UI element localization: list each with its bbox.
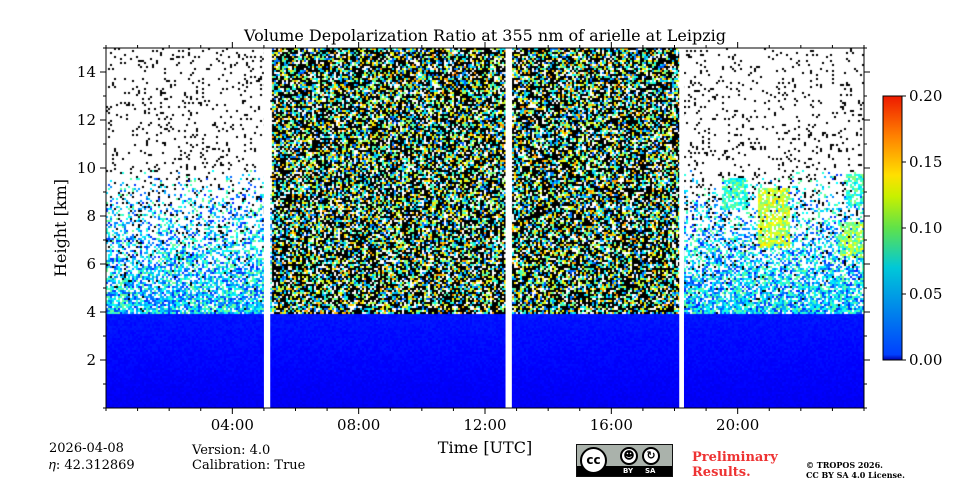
y-tick-label: 14 xyxy=(77,63,96,81)
share-alike-icon: ↻ xyxy=(642,447,660,465)
y-tick-label: 10 xyxy=(77,159,96,177)
plot-area xyxy=(106,48,864,408)
colorbar-tick-label: 0.00 xyxy=(909,351,942,369)
calibration-label: Calibration: True xyxy=(192,458,306,473)
preliminary-line1: Preliminary xyxy=(692,450,778,465)
eta-label: 𝜂: 42.312869 xyxy=(49,458,135,473)
date-label: 2026-04-08 xyxy=(49,441,124,456)
x-tick-label: 08:00 xyxy=(337,416,380,434)
colorbar-tick-label: 0.20 xyxy=(909,87,942,105)
colorbar-tick-label: 0.05 xyxy=(909,285,942,303)
y-tick-label: 8 xyxy=(86,207,96,225)
version-label: Version: 4.0 xyxy=(192,443,271,458)
copyright-line1: © TROPOS 2026. xyxy=(806,460,883,470)
preliminary-line2: Results. xyxy=(692,465,751,480)
colorbar xyxy=(882,95,903,361)
colorbar-tick-label: 0.15 xyxy=(909,153,942,171)
cc-icon: cc xyxy=(580,447,607,474)
x-axis-label: Time [UTC] xyxy=(438,438,532,457)
copyright-line2: CC BY SA 4.0 License. xyxy=(806,470,905,480)
y-tick-label: 12 xyxy=(77,111,96,129)
sa-label: SA xyxy=(645,467,656,475)
colorbar-tick-label: 0.10 xyxy=(909,219,942,237)
x-tick-label: 12:00 xyxy=(463,416,506,434)
data-gap xyxy=(505,48,512,408)
data-gaps xyxy=(263,48,684,408)
cc-badge-bar xyxy=(577,466,672,476)
y-tick-label: 6 xyxy=(86,255,96,273)
by-label: BY xyxy=(623,467,634,475)
y-tick-label: 4 xyxy=(86,303,96,321)
x-tick-label: 16:00 xyxy=(590,416,633,434)
data-gap xyxy=(679,48,684,408)
by-person-icon: ☻ xyxy=(620,447,638,465)
x-axis-ticks: 04:00 08:00 12:00 16:00 20:00 xyxy=(105,42,865,434)
y-axis-label: Height [km] xyxy=(51,179,70,277)
x-tick-label: 04:00 xyxy=(211,416,254,434)
cc-by-sa-badge: cc ☻ ↻ BY SA xyxy=(576,444,673,477)
data-gap xyxy=(263,48,271,408)
x-tick-label: 20:00 xyxy=(716,416,759,434)
colorbar-ticks: 0.00 0.05 0.10 0.15 0.20 xyxy=(902,87,942,369)
heatmap-raster xyxy=(106,48,864,408)
y-axis-ticks: 2 4 6 8 10 12 14 xyxy=(77,47,870,409)
y-tick-label: 2 xyxy=(86,351,96,369)
chart-title: Volume Depolarization Ratio at 355 nm of… xyxy=(243,26,726,45)
